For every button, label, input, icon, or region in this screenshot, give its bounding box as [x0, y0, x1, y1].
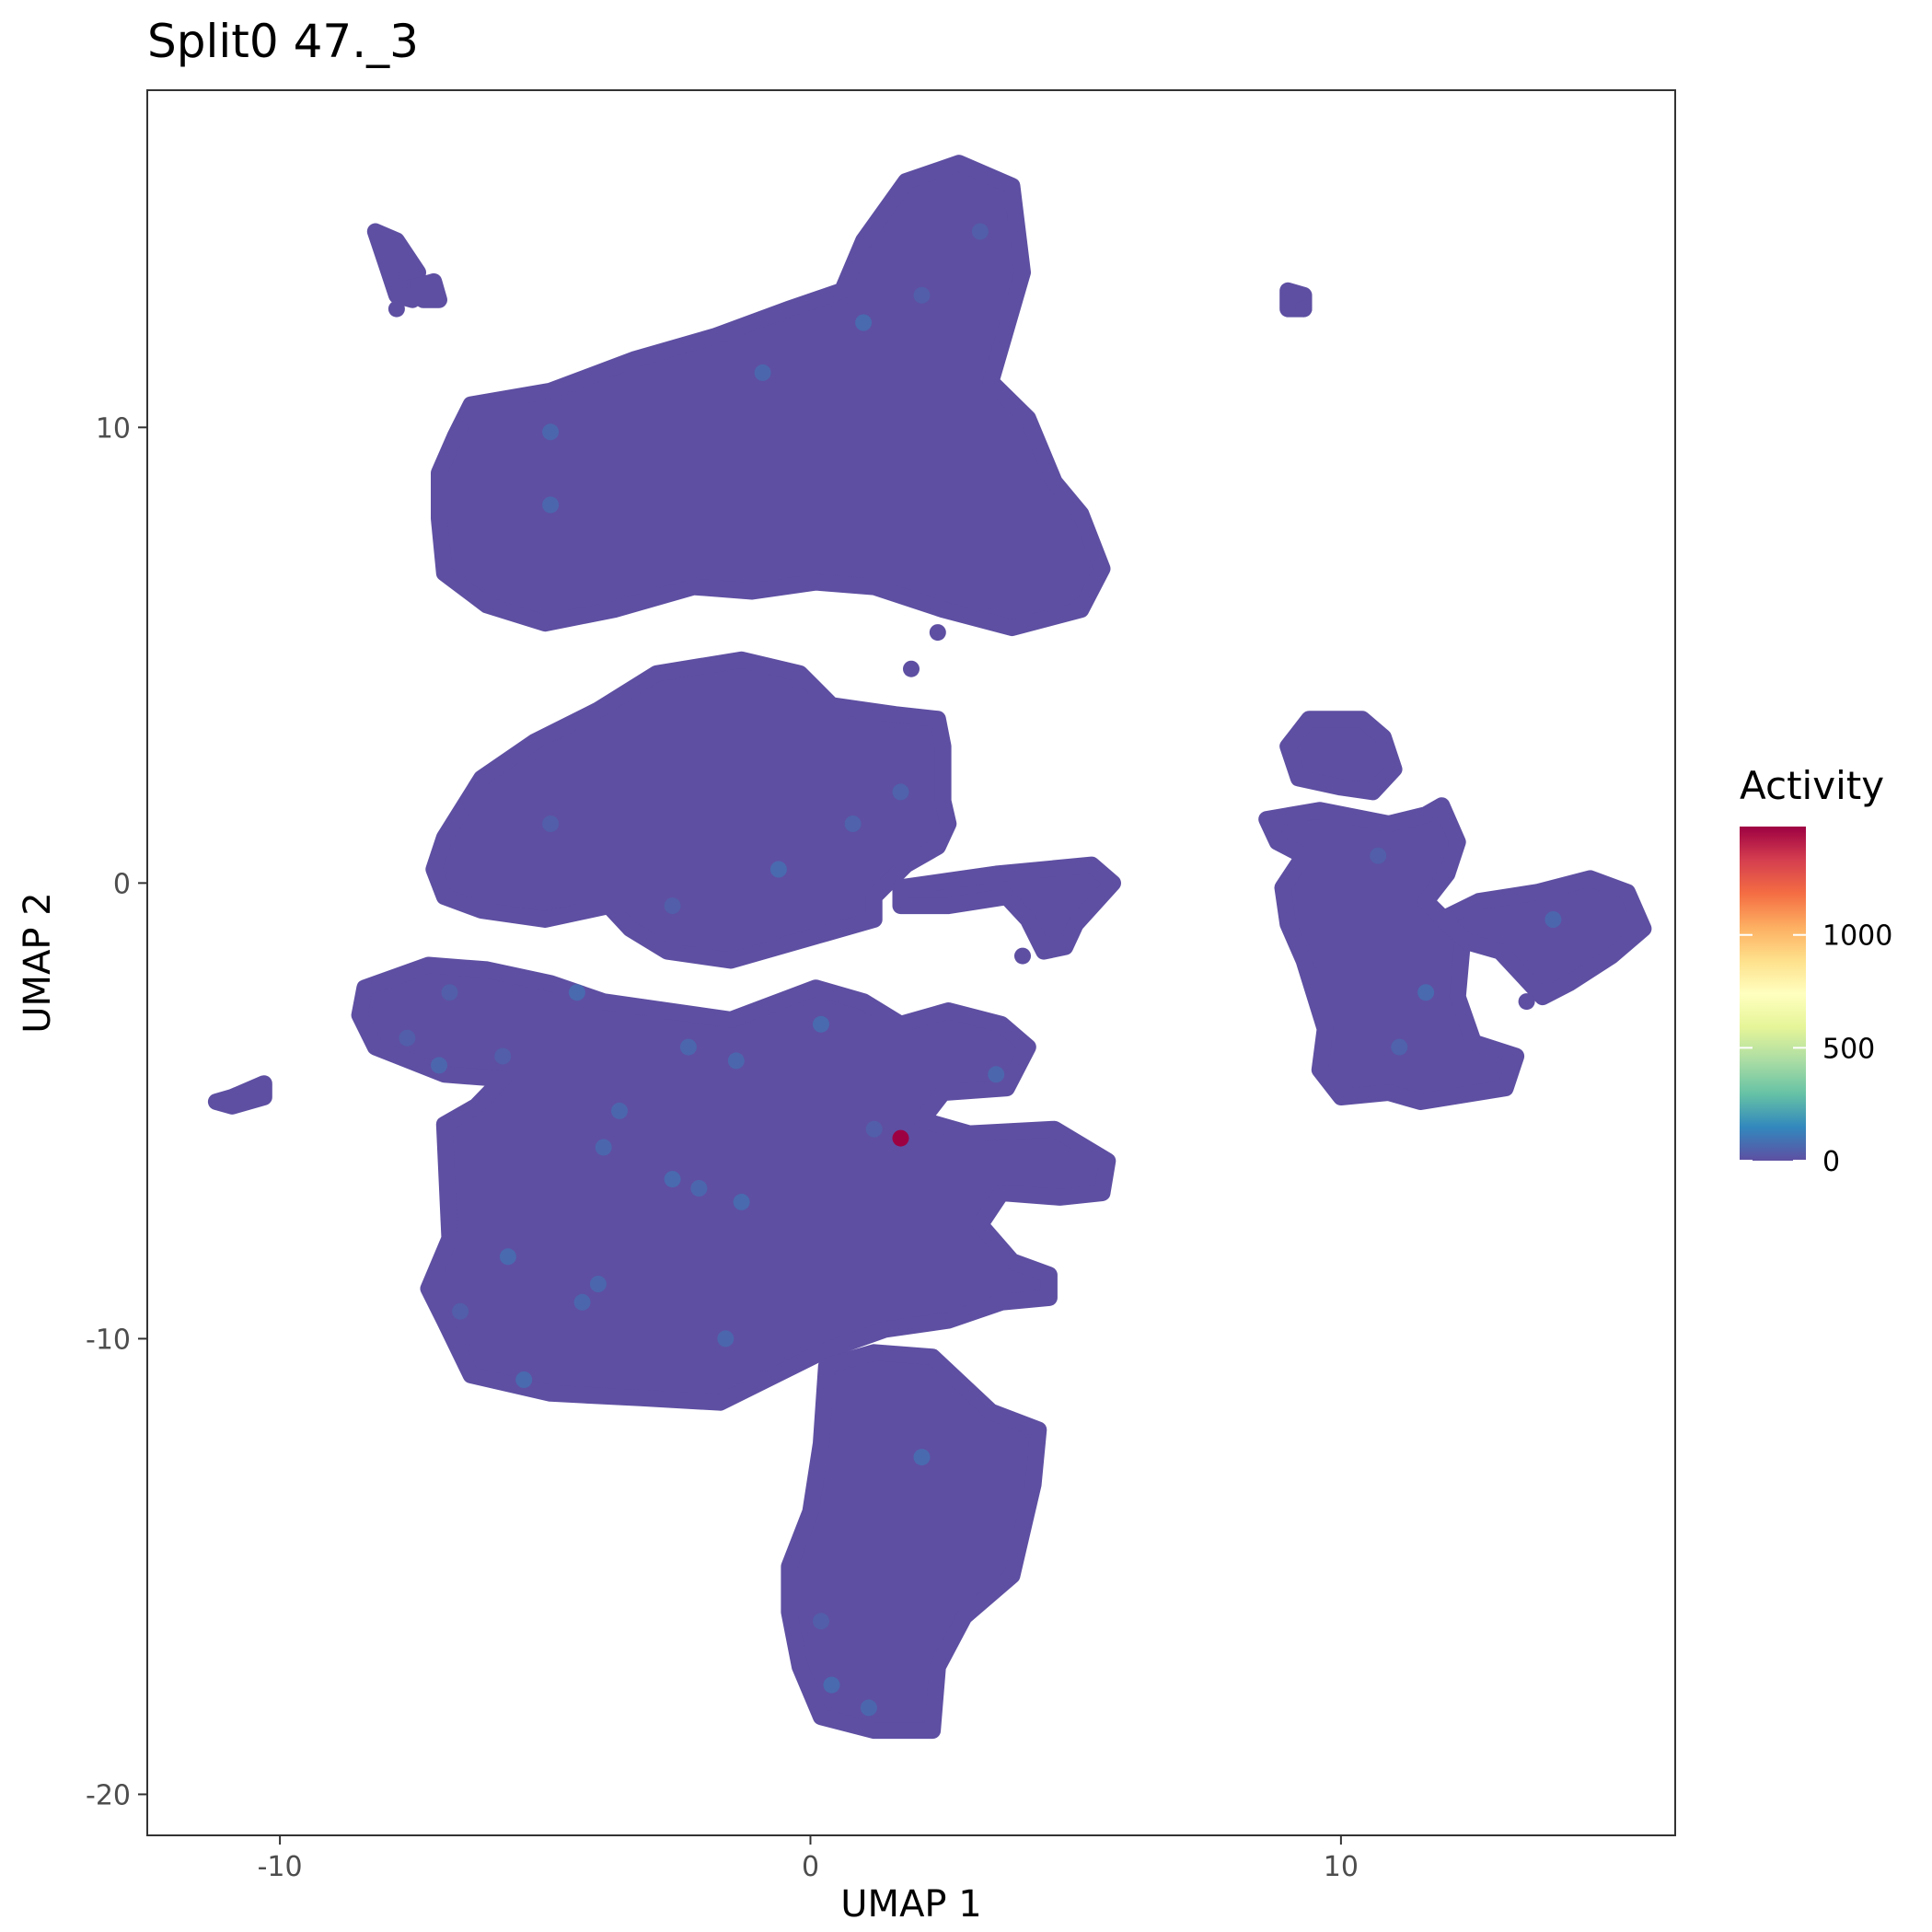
legend-colorbar: [1740, 827, 1806, 1161]
data-point: [589, 1276, 607, 1292]
data-point: [913, 286, 931, 304]
data-point: [892, 783, 909, 801]
data-point: [542, 496, 560, 514]
x-tick-label: -10: [258, 1851, 303, 1883]
data-point: [903, 660, 920, 677]
data-point: [1417, 984, 1435, 1001]
data-point: [573, 1293, 591, 1311]
data-point: [1014, 947, 1031, 965]
data-point: [727, 1052, 745, 1070]
cluster-right-arm: [1433, 870, 1652, 1006]
data-point: [568, 984, 585, 1001]
legend-tick-label: 0: [1822, 1146, 1840, 1178]
data-point: [1370, 847, 1387, 864]
data-point: [860, 1699, 877, 1717]
data-point: [499, 1248, 516, 1266]
data-point: [595, 1139, 612, 1156]
cluster-mid-main: [425, 651, 957, 969]
data-point: [542, 816, 560, 832]
cluster-top-left-dot: [410, 272, 447, 308]
data-point: [441, 984, 458, 1001]
y-tick-label: -20: [86, 1779, 131, 1811]
data-point: [399, 1029, 416, 1047]
data-point: [823, 1676, 840, 1694]
data-point: [813, 1015, 829, 1033]
data-point: [929, 624, 946, 642]
data-point: [515, 1371, 533, 1388]
legend-ticks: 0 500 1000: [1740, 920, 1892, 1178]
y-tick-label: 10: [96, 412, 131, 445]
data-point: [664, 897, 681, 915]
y-axis: 10 0 -10 -20: [86, 412, 147, 1811]
cluster-mid-arm: [892, 856, 1121, 960]
data-point: [431, 1057, 447, 1074]
y-tick-label: -10: [86, 1324, 131, 1356]
cluster-lower-main: [351, 956, 1116, 1411]
chart-title: Split0 47._3: [147, 15, 419, 68]
y-tick-label: 0: [113, 868, 131, 900]
data-point: [388, 300, 405, 318]
cell-points: [388, 223, 1562, 1717]
cluster-bottom: [781, 1344, 1047, 1740]
legend-tick-label: 1000: [1822, 920, 1892, 953]
data-point: [1481, 1047, 1498, 1065]
data-point: [452, 1302, 469, 1320]
cell-clusters: [207, 155, 1652, 1740]
data-point: [769, 861, 787, 878]
data-point: [988, 1066, 1005, 1083]
data-point: [1295, 300, 1313, 318]
y-axis-title: UMAP 2: [17, 892, 59, 1033]
color-legend: Activity 0 500 1000: [1740, 763, 1892, 1178]
x-axis: -10 0 10: [258, 1835, 1359, 1883]
data-point: [717, 1330, 735, 1348]
data-point: [1391, 1038, 1408, 1056]
data-point: [1518, 993, 1535, 1011]
data-point: [679, 1038, 697, 1056]
legend-tick-label: 500: [1822, 1033, 1875, 1065]
data-point: [813, 1613, 829, 1630]
data-point: [664, 1171, 681, 1188]
x-tick-label: 10: [1324, 1851, 1359, 1883]
x-axis-title: UMAP 1: [840, 1883, 981, 1926]
cluster-lower-tail: [207, 1075, 272, 1115]
data-point: [1544, 911, 1562, 928]
data-point: [754, 364, 771, 381]
plot-panel-border: [146, 89, 1676, 1836]
cluster-top-main: [431, 155, 1111, 637]
data-point: [892, 1129, 909, 1147]
legend-title: Activity: [1740, 763, 1884, 808]
data-point: [542, 423, 560, 441]
cluster-right-main: [1258, 797, 1525, 1110]
data-point: [855, 314, 873, 331]
data-point: [844, 816, 862, 832]
data-point: [733, 1193, 750, 1210]
cluster-top-left-small: [366, 223, 426, 308]
data-point: [611, 1102, 628, 1119]
data-point: [865, 1120, 883, 1138]
x-tick-label: 0: [802, 1851, 819, 1883]
data-point: [494, 1047, 512, 1065]
data-point: [913, 1449, 931, 1466]
cluster-right-top: [1279, 711, 1403, 801]
data-point: [690, 1180, 708, 1197]
data-point: [971, 223, 989, 240]
